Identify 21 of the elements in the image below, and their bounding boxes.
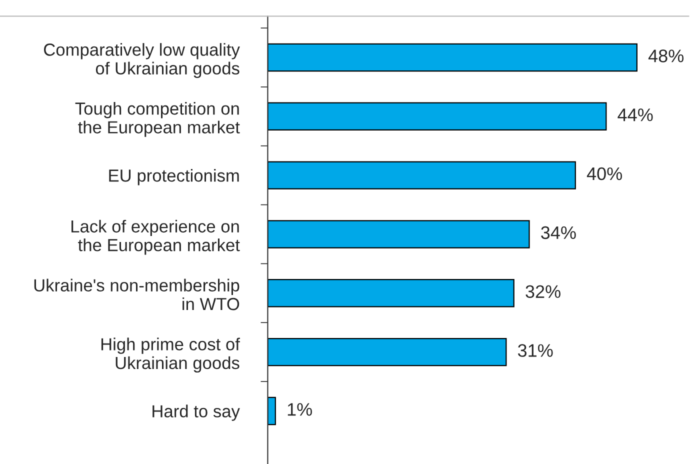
- data-label: 31%: [518, 344, 553, 357]
- y-tick-label: High prime cost of Ukrainian goods: [101, 338, 240, 373]
- bar: [268, 161, 576, 190]
- y-tick-label: Lack of experience on the European market: [72, 220, 240, 255]
- bar: [268, 102, 607, 130]
- data-label: 32%: [526, 285, 560, 298]
- data-label: 48%: [648, 50, 684, 62]
- data-label: 40%: [586, 167, 622, 180]
- data-label: 34%: [541, 226, 576, 240]
- y-tick-label: Hard to say: [152, 404, 240, 421]
- bar: [268, 338, 507, 366]
- y-tick-label: EU protectionism: [109, 169, 239, 186]
- bar: [268, 396, 276, 426]
- data-label: 44%: [618, 108, 653, 122]
- y-tick-label: Comparatively low quality of Ukrainian goods: [44, 43, 240, 78]
- y-tick-label: Tough competition on the European market: [75, 102, 240, 137]
- bar: [268, 43, 638, 72]
- data-label: 1%: [288, 403, 312, 416]
- y-tick-label: Ukraine's non-membership in WTO: [34, 278, 240, 310]
- bar: [268, 220, 530, 248]
- bar: [268, 279, 514, 308]
